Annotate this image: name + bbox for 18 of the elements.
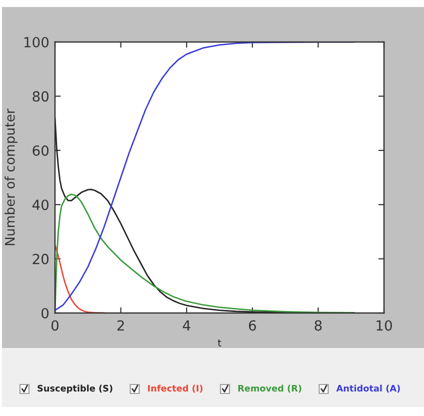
y-tick-label: 0	[42, 308, 49, 318]
text: Antidotal (A)	[336, 384, 400, 393]
x-tick-label: 8	[314, 320, 322, 331]
y-axis-title: Number of computer	[4, 108, 18, 246]
x-tick-label: 4	[182, 320, 190, 330]
text: Removed (R)	[238, 384, 302, 393]
x-axis-title: t	[218, 340, 222, 346]
y-tick-label: 40	[32, 200, 49, 210]
x-tick-label: 6	[248, 320, 256, 331]
x-tick-label: 10	[376, 320, 392, 331]
text: Infected (I)	[148, 384, 202, 393]
x-tick-label: 2	[117, 320, 124, 330]
y-tick-label: 60	[32, 145, 49, 156]
x-tick-label: 0	[51, 320, 58, 331]
y-tick-label: 100	[24, 36, 49, 48]
y-tick-label: 20	[32, 254, 49, 264]
y-tick-label: 80	[32, 91, 49, 102]
text: Susceptible (S)	[38, 384, 112, 394]
